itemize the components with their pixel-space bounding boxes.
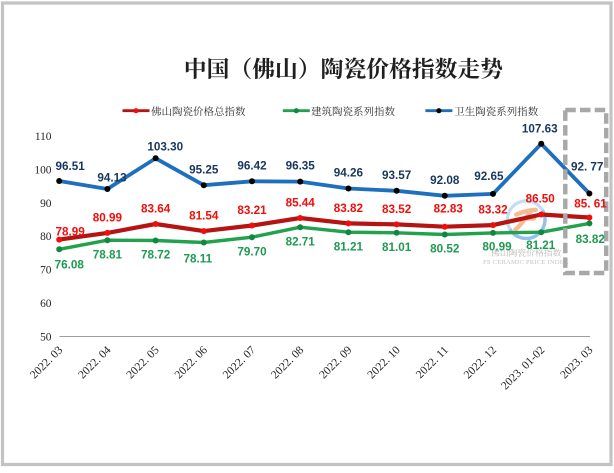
svg-text:83.32: 83.32 xyxy=(478,204,508,217)
svg-text:103.30: 103.30 xyxy=(147,140,183,153)
svg-text:96.51: 96.51 xyxy=(55,160,85,173)
svg-text:96.35: 96.35 xyxy=(286,160,316,173)
svg-text:70: 70 xyxy=(40,265,52,277)
svg-text:81.54: 81.54 xyxy=(189,210,219,223)
svg-text:81.01: 81.01 xyxy=(382,241,412,254)
svg-text:85. 61: 85. 61 xyxy=(574,197,607,210)
svg-text:81.21: 81.21 xyxy=(334,240,364,253)
svg-text:83.82: 83.82 xyxy=(334,202,364,215)
svg-text:83.52: 83.52 xyxy=(382,203,412,216)
svg-text:78.11: 78.11 xyxy=(183,252,212,265)
svg-text:85.44: 85.44 xyxy=(286,197,316,210)
svg-text:95.25: 95.25 xyxy=(189,163,219,176)
svg-text:78.72: 78.72 xyxy=(141,249,171,262)
svg-text:94.13: 94.13 xyxy=(97,172,127,185)
svg-text:110: 110 xyxy=(35,131,52,143)
svg-text:83.21: 83.21 xyxy=(237,204,267,217)
svg-text:82.83: 82.83 xyxy=(434,203,464,216)
svg-text:80.52: 80.52 xyxy=(430,243,460,256)
svg-text:FS CERAMIC PRICE INDEX: FS CERAMIC PRICE INDEX xyxy=(483,259,569,266)
svg-text:78.99: 78.99 xyxy=(55,226,85,239)
svg-text:90: 90 xyxy=(40,198,52,210)
svg-text:107.63: 107.63 xyxy=(522,123,558,136)
svg-text:60: 60 xyxy=(40,298,52,310)
svg-text:86.50: 86.50 xyxy=(526,192,556,205)
svg-text:83.64: 83.64 xyxy=(141,203,171,216)
svg-text:94.26: 94.26 xyxy=(334,167,364,180)
svg-text:50: 50 xyxy=(40,332,52,344)
svg-text:78.81: 78.81 xyxy=(93,248,123,261)
svg-text:92. 77: 92. 77 xyxy=(571,161,604,174)
svg-text:80.99: 80.99 xyxy=(482,240,512,253)
svg-text:83.82: 83.82 xyxy=(576,233,606,246)
svg-text:92.65: 92.65 xyxy=(474,170,504,183)
svg-text:79.70: 79.70 xyxy=(237,245,267,258)
svg-text:100: 100 xyxy=(34,164,51,176)
svg-text:80.99: 80.99 xyxy=(93,212,123,225)
svg-text:81.21: 81.21 xyxy=(526,239,556,252)
svg-text:92.08: 92.08 xyxy=(430,174,460,187)
svg-text:93.57: 93.57 xyxy=(382,169,411,182)
svg-text:80: 80 xyxy=(40,231,52,243)
svg-text:96.42: 96.42 xyxy=(237,159,267,172)
svg-text:76.08: 76.08 xyxy=(55,259,85,272)
svg-text:82.71: 82.71 xyxy=(286,235,316,248)
